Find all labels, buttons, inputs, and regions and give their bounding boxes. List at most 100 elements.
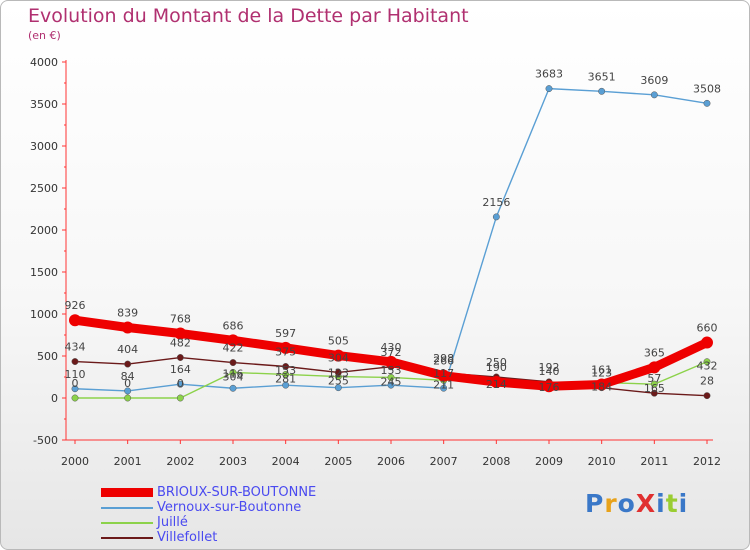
data-point bbox=[71, 394, 79, 402]
data-point bbox=[492, 213, 500, 221]
y-tick-label: 3500 bbox=[30, 98, 58, 111]
data-label: 245 bbox=[381, 375, 402, 388]
x-tick-label: 2008 bbox=[482, 455, 510, 468]
data-point bbox=[598, 87, 606, 95]
data-label: 110 bbox=[65, 368, 86, 381]
data-label: 176 bbox=[539, 381, 560, 394]
logo-letter: X bbox=[635, 489, 657, 518]
data-point bbox=[701, 336, 713, 349]
data-point bbox=[332, 349, 345, 362]
data-point bbox=[69, 314, 81, 327]
data-point bbox=[703, 99, 711, 107]
legend-label: Juillé bbox=[157, 515, 188, 530]
data-point bbox=[385, 355, 397, 368]
data-point bbox=[124, 360, 132, 368]
data-label: 768 bbox=[170, 312, 191, 325]
data-label: 0 bbox=[72, 377, 79, 390]
data-point bbox=[334, 384, 342, 392]
data-point bbox=[174, 327, 187, 340]
data-label: 597 bbox=[275, 327, 296, 340]
data-label: 404 bbox=[117, 343, 138, 356]
data-point bbox=[703, 358, 711, 366]
data-label: 482 bbox=[170, 337, 191, 350]
data-point bbox=[650, 389, 658, 397]
x-tick-label: 2000 bbox=[61, 455, 89, 468]
data-point bbox=[648, 361, 661, 374]
data-label: 304 bbox=[328, 351, 349, 364]
data-point bbox=[437, 369, 450, 382]
data-point bbox=[229, 384, 237, 392]
data-point bbox=[176, 380, 184, 388]
data-point bbox=[440, 384, 448, 392]
data-label: 0 bbox=[177, 377, 184, 390]
data-label: 250 bbox=[486, 356, 507, 369]
x-tick-label: 2004 bbox=[272, 455, 300, 468]
data-label: 372 bbox=[381, 346, 402, 359]
data-label: 123 bbox=[328, 367, 349, 380]
data-point bbox=[229, 359, 237, 367]
data-label: 123 bbox=[591, 367, 612, 380]
data-label: 3609 bbox=[640, 74, 668, 87]
x-tick-label: 2003 bbox=[219, 455, 247, 468]
data-point bbox=[282, 363, 290, 370]
data-label: 116 bbox=[223, 367, 244, 380]
data-point bbox=[282, 381, 290, 389]
x-tick-label: 2006 bbox=[377, 455, 405, 468]
logo-letter: t bbox=[665, 489, 679, 518]
logo-letter: i bbox=[678, 489, 689, 518]
data-point bbox=[176, 394, 184, 402]
data-label: 298 bbox=[433, 352, 454, 365]
data-point bbox=[124, 387, 132, 395]
legend-label: BRIOUX-SUR-BOUTONNE bbox=[157, 485, 317, 500]
data-point bbox=[124, 394, 132, 402]
x-tick-label: 2005 bbox=[324, 455, 352, 468]
y-tick-label: 2500 bbox=[30, 182, 58, 195]
legend-swatch bbox=[101, 488, 153, 497]
data-point bbox=[282, 370, 290, 378]
chart-title: Evolution du Montant de la Dette par Hab… bbox=[28, 5, 469, 27]
data-label: 211 bbox=[433, 378, 454, 391]
proxiti-logo: ProXiti bbox=[585, 489, 688, 518]
data-label: 422 bbox=[223, 342, 244, 355]
x-tick-label: 2002 bbox=[166, 455, 194, 468]
data-label: 430 bbox=[381, 341, 402, 354]
x-tick-label: 2009 bbox=[535, 455, 563, 468]
data-label: 839 bbox=[117, 307, 138, 320]
data-label: 281 bbox=[275, 372, 296, 385]
y-tick-label: 1000 bbox=[30, 308, 58, 321]
data-point bbox=[490, 376, 503, 389]
data-point bbox=[387, 381, 395, 389]
data-point bbox=[703, 392, 711, 400]
data-label: 57 bbox=[647, 372, 661, 385]
data-label: 266 bbox=[433, 355, 454, 368]
logo-letter: o bbox=[617, 489, 636, 518]
data-label: 434 bbox=[65, 341, 86, 354]
data-label: 28 bbox=[700, 375, 714, 388]
data-label: 165 bbox=[644, 382, 665, 395]
data-label: 84 bbox=[121, 370, 135, 383]
data-point bbox=[71, 358, 79, 365]
data-label: 304 bbox=[223, 370, 244, 383]
data-label: 3683 bbox=[535, 68, 563, 81]
y-tick-label: 4000 bbox=[30, 56, 58, 69]
data-point bbox=[595, 378, 608, 391]
legend-label: Vernoux-sur-Boutonne bbox=[157, 500, 302, 515]
data-label: 926 bbox=[65, 299, 86, 312]
y-tick-label: -500 bbox=[33, 434, 58, 447]
data-label: 153 bbox=[275, 364, 296, 377]
data-label: 164 bbox=[170, 363, 191, 376]
data-label: 161 bbox=[591, 363, 612, 376]
x-tick-label: 2001 bbox=[114, 455, 142, 468]
logo-letter: i bbox=[656, 489, 666, 518]
data-point bbox=[121, 321, 134, 334]
data-label: 192 bbox=[539, 361, 560, 374]
data-label: 2156 bbox=[482, 196, 510, 209]
data-point bbox=[650, 91, 658, 99]
data-label: 255 bbox=[328, 375, 349, 388]
data-point bbox=[650, 380, 658, 388]
data-point bbox=[229, 369, 237, 376]
data-point bbox=[543, 380, 555, 393]
data-label: 365 bbox=[644, 346, 665, 359]
